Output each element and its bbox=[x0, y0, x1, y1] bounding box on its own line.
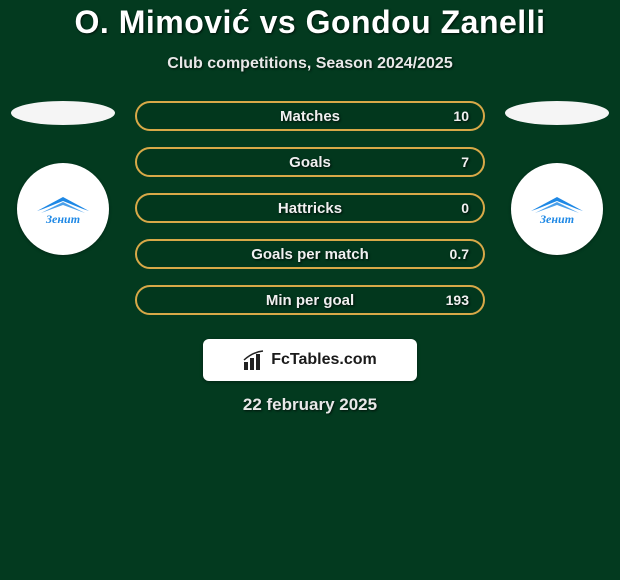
right-name-oval bbox=[505, 101, 609, 125]
stat-label: Goals per match bbox=[251, 246, 369, 263]
zenit-logo-icon: Зенит bbox=[35, 189, 91, 229]
svg-text:Зенит: Зенит bbox=[45, 212, 80, 226]
left-column: Зенит bbox=[8, 101, 118, 255]
subtitle: Club competitions, Season 2024/2025 bbox=[0, 55, 620, 73]
zenit-logo-icon: Зенит bbox=[529, 189, 585, 229]
stat-label: Min per goal bbox=[266, 292, 354, 309]
right-team-logo: Зенит bbox=[511, 163, 603, 255]
stat-row-goals-per-match: Goals per match 0.7 bbox=[135, 239, 485, 269]
attribution-text: FcTables.com bbox=[271, 351, 377, 369]
stat-value: 0 bbox=[461, 200, 469, 216]
stat-row-matches: Matches 10 bbox=[135, 101, 485, 131]
stat-label: Goals bbox=[289, 154, 331, 171]
left-team-logo: Зенит bbox=[17, 163, 109, 255]
stat-value: 7 bbox=[461, 154, 469, 170]
left-name-oval bbox=[11, 101, 115, 125]
stat-value: 193 bbox=[446, 292, 469, 308]
stat-row-goals: Goals 7 bbox=[135, 147, 485, 177]
stat-row-hattricks: Hattricks 0 bbox=[135, 193, 485, 223]
stat-value: 10 bbox=[453, 108, 469, 124]
main-row: Зенит Matches 10 Goals 7 Hattricks 0 Goa… bbox=[0, 101, 620, 331]
svg-text:Зенит: Зенит bbox=[539, 212, 574, 226]
date-text: 22 february 2025 bbox=[0, 395, 620, 415]
right-column: Зенит bbox=[502, 101, 612, 255]
stat-label: Matches bbox=[280, 108, 340, 125]
stat-label: Hattricks bbox=[278, 200, 342, 217]
stat-row-min-per-goal: Min per goal 193 bbox=[135, 285, 485, 315]
page-title: O. Mimović vs Gondou Zanelli bbox=[0, 4, 620, 41]
bar-chart-icon bbox=[243, 350, 265, 370]
stat-value: 0.7 bbox=[450, 246, 469, 262]
stats-column: Matches 10 Goals 7 Hattricks 0 Goals per… bbox=[135, 101, 485, 331]
attribution-badge[interactable]: FcTables.com bbox=[203, 339, 417, 381]
